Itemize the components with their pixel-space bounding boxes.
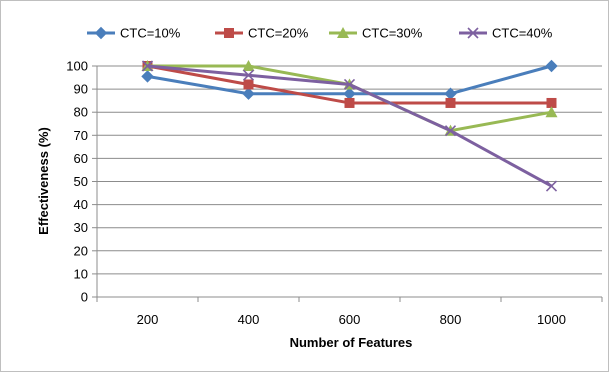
legend-item: CTC=20% xyxy=(215,26,309,41)
data-point xyxy=(444,87,457,100)
legend-item: CTC=40% xyxy=(459,26,553,41)
data-point xyxy=(343,78,356,91)
legend-marker xyxy=(224,28,234,38)
y-axis-title: Effectiveness (%) xyxy=(36,127,51,235)
data-point xyxy=(545,106,558,118)
series-group xyxy=(141,59,558,192)
marker-stroke xyxy=(444,125,457,137)
y-tick-label: 20 xyxy=(74,243,88,258)
data-point xyxy=(546,97,557,108)
x-tick-label: 1000 xyxy=(537,312,566,327)
y-tick-label: 10 xyxy=(74,266,88,281)
data-point xyxy=(545,59,558,73)
data-point xyxy=(242,69,255,81)
y-tick-label: 90 xyxy=(74,82,88,97)
data-point xyxy=(242,87,255,100)
marker-stroke xyxy=(141,60,154,72)
x-tick-label: 200 xyxy=(137,312,159,327)
data-point xyxy=(243,79,254,90)
y-tick-label: 50 xyxy=(74,174,88,189)
marker-stroke xyxy=(242,69,255,81)
y-tick-label: 70 xyxy=(74,128,88,143)
legend-label: CTC=40% xyxy=(492,26,553,41)
y-tick-label: 60 xyxy=(74,151,88,166)
data-point xyxy=(141,70,154,83)
legend-item: CTC=30% xyxy=(329,26,423,41)
x-tick-label: 800 xyxy=(440,312,462,327)
axes: 0 10 20 30 40 50 60 70 80 90 100 200 400 600 800 1000 xyxy=(66,59,603,327)
x-tick-label: 600 xyxy=(339,312,361,327)
data-point xyxy=(445,97,456,108)
marker-stroke xyxy=(343,78,356,91)
x-tick-label: 400 xyxy=(238,312,260,327)
legend-label: CTC=20% xyxy=(248,26,309,41)
legend-marker xyxy=(337,27,349,38)
legend-marker xyxy=(94,26,108,40)
y-tick-label: 0 xyxy=(81,290,88,305)
legend-marker xyxy=(467,27,479,39)
y-tick-label: 100 xyxy=(66,59,88,74)
data-point xyxy=(343,87,356,100)
x-axis-title: Number of Features xyxy=(290,335,413,350)
y-tick-label: 80 xyxy=(74,105,88,120)
series-1 xyxy=(141,59,558,100)
series-4 xyxy=(141,60,558,192)
data-point xyxy=(444,125,457,137)
y-tick-label: 30 xyxy=(74,220,88,235)
legend-label: CTC=10% xyxy=(120,26,181,41)
marker-stroke xyxy=(545,180,558,192)
legend-item: CTC=10% xyxy=(87,26,181,41)
y-tick-label: 40 xyxy=(74,197,88,212)
legend: CTC=10% CTC=20% CTC=30% CTC=40% xyxy=(87,26,553,41)
data-point xyxy=(242,60,255,71)
marker-stroke xyxy=(467,27,479,39)
data-point xyxy=(344,97,355,108)
data-point xyxy=(141,60,154,72)
legend-label: CTC=30% xyxy=(362,26,423,41)
data-point xyxy=(545,180,558,192)
